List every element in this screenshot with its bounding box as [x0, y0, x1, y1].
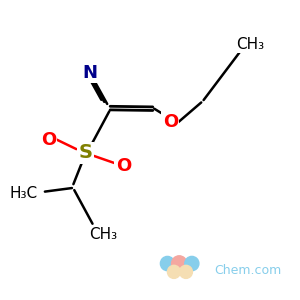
Circle shape: [160, 256, 175, 271]
Text: CH₃: CH₃: [89, 227, 117, 242]
Text: Chem.com: Chem.com: [214, 264, 282, 277]
Text: O: O: [41, 130, 56, 148]
Circle shape: [185, 256, 199, 271]
Text: S: S: [78, 143, 92, 163]
Circle shape: [172, 256, 187, 271]
Circle shape: [167, 265, 180, 278]
Text: N: N: [82, 64, 97, 82]
Circle shape: [179, 265, 192, 278]
Text: O: O: [163, 113, 178, 131]
Text: H₃C: H₃C: [9, 186, 38, 201]
Text: CH₃: CH₃: [236, 37, 264, 52]
Text: O: O: [116, 157, 131, 175]
